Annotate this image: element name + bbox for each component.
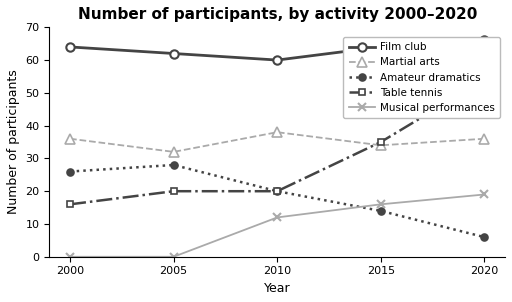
Musical performances <box>274 216 280 219</box>
Film club <box>67 45 73 49</box>
Amateur dramatics <box>170 163 177 167</box>
Y-axis label: Number of participants: Number of participants <box>7 70 20 214</box>
Table tennis <box>481 78 487 82</box>
Martial arts <box>274 130 280 134</box>
Musical performances <box>481 193 487 196</box>
Table tennis <box>274 189 280 193</box>
Table tennis <box>378 140 384 144</box>
Line: Musical performances: Musical performances <box>66 190 488 261</box>
Amateur dramatics <box>67 170 73 173</box>
Line: Amateur dramatics: Amateur dramatics <box>67 162 488 241</box>
Martial arts <box>67 137 73 140</box>
Amateur dramatics <box>274 189 280 193</box>
X-axis label: Year: Year <box>264 282 290 295</box>
Line: Table tennis: Table tennis <box>67 76 488 208</box>
Film club <box>378 45 384 49</box>
Line: Martial arts: Martial arts <box>65 127 489 157</box>
Musical performances <box>378 203 384 206</box>
Martial arts <box>378 143 384 147</box>
Title: Number of participants, by activity 2000–2020: Number of participants, by activity 2000… <box>77 7 477 22</box>
Musical performances <box>170 255 177 259</box>
Martial arts <box>481 137 487 140</box>
Film club <box>274 58 280 62</box>
Table tennis <box>67 203 73 206</box>
Musical performances <box>67 255 73 259</box>
Amateur dramatics <box>378 209 384 213</box>
Legend: Film club, Martial arts, Amateur dramatics, Table tennis, Musical performances: Film club, Martial arts, Amateur dramati… <box>344 37 500 118</box>
Martial arts <box>170 150 177 154</box>
Table tennis <box>170 189 177 193</box>
Amateur dramatics <box>481 235 487 239</box>
Film club <box>481 39 487 42</box>
Line: Film club: Film club <box>66 36 488 64</box>
Film club <box>170 52 177 55</box>
